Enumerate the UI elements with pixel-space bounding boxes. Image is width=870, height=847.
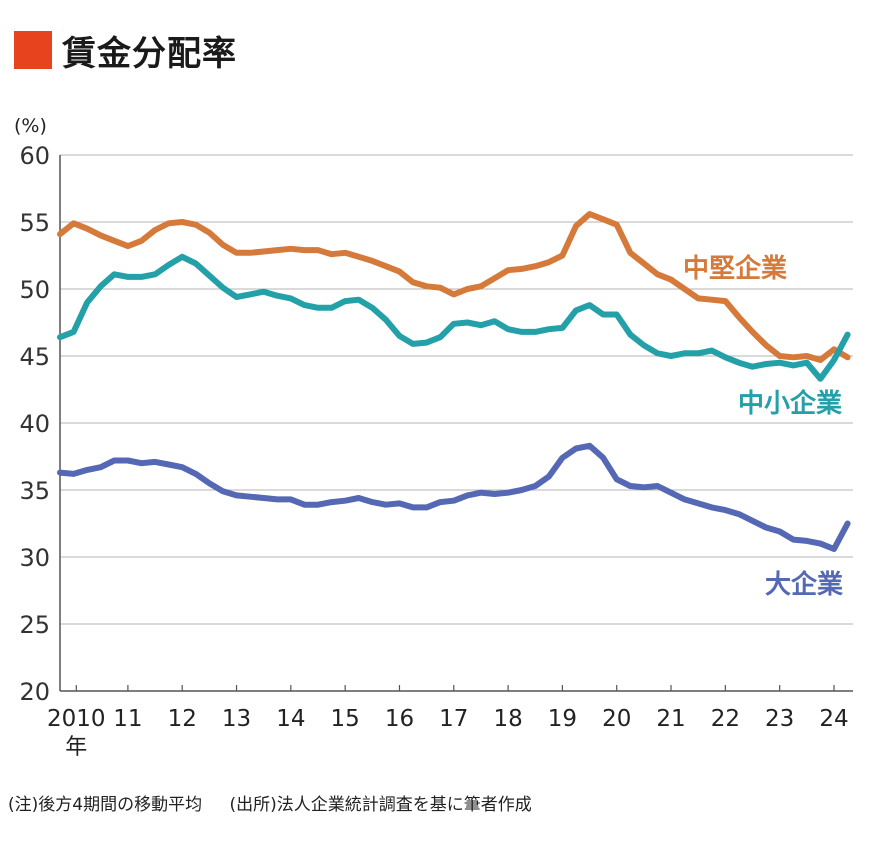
x-axis-ticks: 2010 年 11 12 13 14 15 16 17 18 19 20 21 22 23 24: [47, 685, 849, 760]
x-tick-label: 12: [168, 706, 197, 732]
gridlines: [59, 154, 853, 692]
y-tick-label: 50: [19, 276, 50, 304]
series-label-2: 中小企業: [738, 388, 842, 419]
note-text: (注)後方4期間の移動平均: [8, 795, 203, 815]
series-lines: [57, 211, 851, 552]
y-tick-label: 35: [19, 477, 50, 505]
y-tick-label: 55: [19, 209, 50, 237]
x-tick-label: 24: [819, 706, 848, 732]
series-line-1: [57, 211, 851, 363]
x-tick-unit-label: 年: [65, 735, 87, 760]
x-tick-label: 19: [548, 706, 577, 732]
x-tick-label: 21: [656, 706, 685, 732]
series-line-3: [57, 442, 851, 552]
footnote: (注)後方4期間の移動平均 (出所)法人企業統計調査を基に筆者作成: [8, 790, 554, 815]
x-tick-label: 14: [276, 706, 305, 732]
x-tick-label: 17: [439, 706, 468, 732]
y-axis-unit-label: (%): [14, 115, 47, 137]
series-label-1: 中堅企業: [683, 253, 787, 284]
x-tick-label: 15: [331, 706, 360, 732]
line-chart: (%) 20 25 30 35 40 45 50 55 60 2010 年 11 12 13 14 15 16…: [14, 115, 853, 760]
title-square-icon: [14, 31, 52, 69]
x-tick-label: 18: [493, 706, 522, 732]
chart-title: 賃金分配率: [62, 33, 237, 74]
x-tick-label: 11: [113, 706, 142, 732]
y-tick-label: 45: [19, 343, 50, 371]
y-tick-label: 30: [19, 544, 50, 572]
y-tick-label: 25: [19, 611, 50, 639]
y-tick-label: 60: [19, 142, 50, 170]
source-text: (出所)法人企業統計調査を基に筆者作成: [229, 795, 532, 815]
y-axis-ticks: 20 25 30 35 40 45 50 55 60: [19, 142, 50, 706]
x-tick-label: 13: [222, 706, 251, 732]
y-tick-label: 40: [19, 410, 50, 438]
series-line-2: [57, 253, 851, 382]
y-tick-label: 20: [19, 678, 50, 706]
x-tick-label: 22: [711, 706, 740, 732]
chart-title-bar: 賃金分配率: [14, 28, 237, 74]
x-tick-label: 2010: [47, 706, 106, 732]
series-label-3: 大企業: [765, 569, 843, 600]
x-tick-label: 23: [765, 706, 794, 732]
x-tick-label: 16: [385, 706, 414, 732]
x-tick-label: 20: [602, 706, 631, 732]
